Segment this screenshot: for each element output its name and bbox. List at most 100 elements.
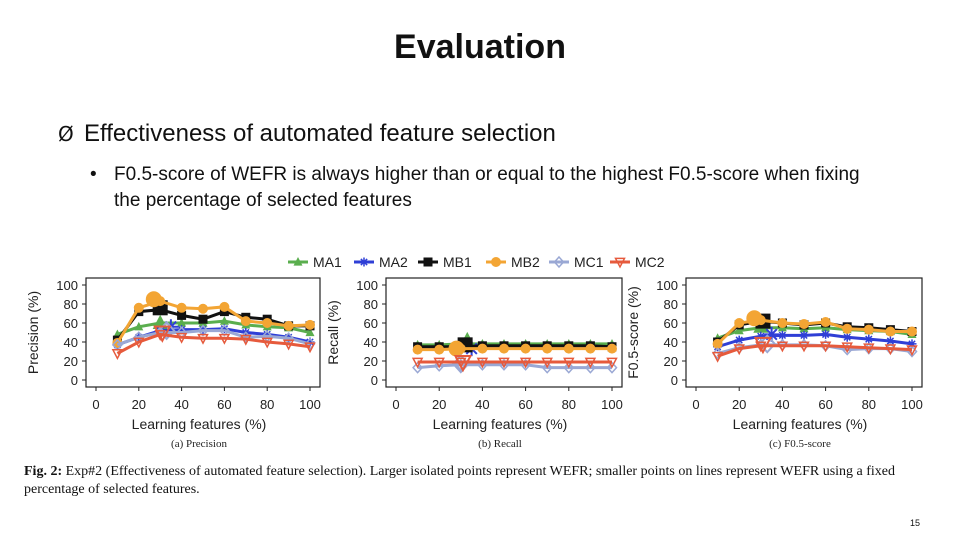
- y-tick-label: 40: [664, 335, 678, 350]
- legend-item-mc1: MC1: [549, 254, 604, 270]
- data-point: [199, 304, 208, 313]
- data-point: [220, 302, 229, 311]
- legend-marker-ma2: [360, 258, 369, 267]
- data-point: [543, 344, 552, 353]
- chart-legend: MA1 MA2 MB1 MB2 MC1 MC2: [288, 254, 665, 270]
- caption-label: Fig. 2:: [24, 464, 62, 479]
- legend-label-mc2: MC2: [635, 254, 665, 270]
- x-tick-label: 40: [775, 397, 789, 412]
- chart-panel-1: 0204060801000 20 40 60 80 100Learning feature…: [25, 278, 321, 450]
- data-point: [586, 344, 595, 353]
- figure-charts: MA1 MA2 MB1 MB2 MC1 MC2 0 20 40 60 80 100 0 20 40 60 80 1…: [0, 245, 960, 465]
- legend-label-ma2: MA2: [379, 254, 408, 270]
- x-tick-label: 80: [260, 397, 274, 412]
- y-tick-label: 20: [64, 354, 78, 369]
- bullet-level1: Ø Effectiveness of automated feature sele…: [58, 120, 556, 148]
- legend-label-mc1: MC1: [574, 254, 604, 270]
- x-axis-label: Learning features (%): [733, 416, 868, 432]
- y-axis-label: F0.5-score (%): [625, 286, 641, 379]
- data-point: [177, 303, 186, 312]
- y-tick-label: 60: [664, 316, 678, 331]
- bullet-level1-text: Effectiveness of automated feature selec…: [84, 120, 556, 147]
- data-point: [821, 318, 830, 327]
- data-point: [908, 327, 917, 336]
- page-number: 15: [910, 518, 920, 528]
- data-point: [564, 344, 573, 353]
- y-tick-label: 80: [664, 297, 678, 312]
- legend-item-mb2: MB2: [486, 254, 540, 270]
- data-point: [521, 344, 530, 353]
- data-point: [843, 324, 852, 333]
- x-tick-label: 0: [692, 397, 699, 412]
- y-tick-label: 100: [356, 278, 378, 293]
- caption-text: Exp#2 (Effectiveness of automated featur…: [24, 464, 895, 497]
- x-tick-label: 20: [432, 397, 446, 412]
- data-point: [413, 345, 422, 354]
- data-point: [735, 319, 744, 328]
- x-tick-label: 0: [92, 397, 99, 412]
- y-tick-label: 80: [364, 297, 378, 312]
- y-tick-label: 100: [56, 278, 78, 293]
- wefr-point: [747, 311, 762, 326]
- data-point: [500, 344, 509, 353]
- y-tick-label: 80: [64, 297, 78, 312]
- x-tick-label: 80: [562, 397, 576, 412]
- y-tick-label: 40: [64, 335, 78, 350]
- data-point: [778, 319, 787, 328]
- x-tick-label: 60: [217, 397, 231, 412]
- y-tick-label: 0: [371, 373, 378, 388]
- figure-caption: Fig. 2: Exp#2 (Effectiveness of automate…: [24, 463, 944, 499]
- y-tick-label: 60: [64, 316, 78, 331]
- x-tick-label: 20: [132, 397, 146, 412]
- legend-label-mb1: MB1: [443, 254, 472, 270]
- data-point: [284, 321, 293, 330]
- x-tick-label: 80: [862, 397, 876, 412]
- data-point: [113, 350, 122, 359]
- dot-bullet-icon: •: [90, 162, 97, 188]
- x-tick-label: 100: [601, 397, 623, 412]
- data-point: [608, 344, 617, 353]
- x-axis-label: Learning features (%): [132, 416, 267, 432]
- data-point: [886, 327, 895, 336]
- data-point: [306, 320, 315, 329]
- x-tick-label: 100: [901, 397, 923, 412]
- series-line: [718, 346, 912, 356]
- y-tick-label: 20: [364, 354, 378, 369]
- legend-marker-mb2: [492, 258, 501, 267]
- legend-label-mb2: MB2: [511, 254, 540, 270]
- x-tick-label: 40: [475, 397, 489, 412]
- legend-item-mb1: MB1: [418, 254, 472, 270]
- data-point: [241, 317, 250, 326]
- x-tick-label: 40: [174, 397, 188, 412]
- legend-marker-mb1: [424, 258, 433, 267]
- y-tick-label: 20: [664, 354, 678, 369]
- data-point: [864, 325, 873, 334]
- data-point: [713, 339, 722, 348]
- y-tick-label: 0: [71, 373, 78, 388]
- series-line: [418, 349, 612, 350]
- y-axis-label: Precision (%): [25, 291, 41, 374]
- data-point: [478, 344, 487, 353]
- x-tick-label: 20: [732, 397, 746, 412]
- data-point: [134, 303, 143, 312]
- data-point: [800, 331, 809, 340]
- data-point: [263, 319, 272, 328]
- wefr-point: [449, 341, 464, 356]
- data-point: [843, 333, 852, 342]
- bullet-level2-text: F0.5-score of WEFR is always higher than…: [114, 162, 874, 214]
- legend-item-ma2: MA2: [354, 254, 408, 270]
- chart-panel-3: 0204060801000 20 40 60 80 100Learning feature…: [625, 278, 923, 450]
- x-tick-label: 60: [818, 397, 832, 412]
- data-point: [435, 345, 444, 354]
- data-point: [713, 353, 722, 362]
- chart-panel-2: 0 20 40 60 80 100 0 20 40 60 80 100 Learning feature…: [325, 278, 623, 450]
- data-point: [778, 331, 787, 340]
- series-line: [418, 346, 612, 347]
- data-point: [800, 319, 809, 328]
- x-axis-label: Learning features (%): [433, 416, 568, 432]
- sub-caption: (c) F0.5-score: [769, 438, 831, 450]
- legend-label-ma1: MA1: [313, 254, 342, 270]
- y-axis-label: Recall (%): [325, 300, 341, 365]
- data-point: [864, 335, 873, 344]
- data-point: [199, 315, 208, 324]
